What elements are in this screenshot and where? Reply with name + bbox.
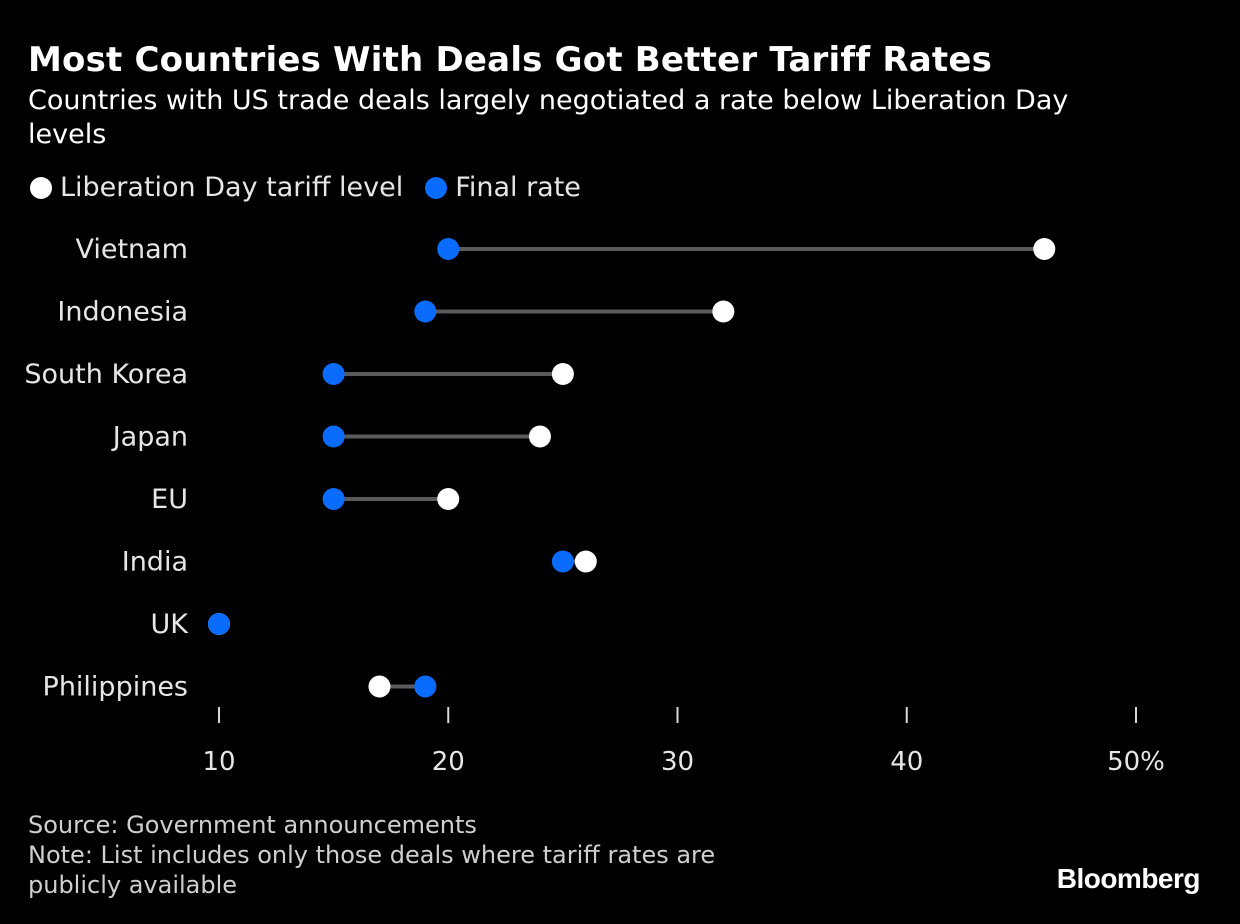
dot-plot-chart: Vietnam Indonesia South Korea Japan EU India U…: [24, 234, 1165, 777]
liberation-dot-vietnam: [1033, 238, 1056, 260]
source-note: Source: Government announcements: [28, 811, 477, 839]
liberation-dot-india: [574, 550, 597, 573]
liberation-dot-south-korea: [551, 363, 574, 385]
legend-item-liberation: Liberation Day tariff level: [30, 172, 403, 203]
liberation-dot-indonesia: [712, 300, 735, 323]
row-label-india: India: [122, 547, 188, 578]
row-label-vietnam: Vietnam: [75, 234, 188, 265]
liberation-dot-philippines: [368, 675, 391, 698]
liberation-dot-eu: [437, 488, 460, 510]
x-tick-label-10: 10: [202, 747, 235, 777]
final-dot-indonesia: [414, 300, 437, 323]
x-tick-label-40: 40: [890, 747, 923, 777]
row-label-philippines: Philippines: [43, 672, 188, 703]
x-tick-label-30: 30: [661, 747, 694, 777]
row-label-japan: Japan: [111, 422, 188, 453]
row-label-eu: EU: [151, 484, 188, 515]
x-tick-label-50: 50%: [1107, 747, 1165, 777]
final-dot-india: [551, 550, 574, 573]
final-dot-south-korea: [322, 363, 345, 385]
legend-item-final: Final rate: [425, 172, 581, 203]
chart-title: Most Countries With Deals Got Better Tar…: [28, 40, 993, 80]
chart-subtitle: Countries with US trade deals largely ne…: [28, 85, 1069, 150]
legend: Liberation Day tariff level Final rate: [30, 172, 603, 203]
bloomberg-logo: Bloomberg: [1056, 863, 1201, 894]
final-dot-vietnam: [437, 238, 460, 260]
final-dot-uk: [208, 613, 230, 635]
footnote: Note: List includes only those deals whe…: [28, 841, 716, 899]
x-tick-label-20: 20: [432, 747, 465, 777]
liberation-dot-japan: [528, 425, 551, 448]
legend-dot-liberation: [30, 176, 52, 199]
legend-label-liberation: Liberation Day tariff level: [60, 172, 404, 203]
row-label-indonesia: Indonesia: [57, 297, 188, 328]
row-label-south-korea: South Korea: [24, 359, 188, 390]
final-dot-philippines: [414, 675, 437, 698]
legend-label-final: Final rate: [455, 172, 581, 203]
final-dot-eu: [322, 488, 345, 510]
legend-dot-final: [425, 176, 448, 199]
footer: Source: Government announcements Note: L…: [28, 810, 828, 900]
row-label-uk: UK: [151, 609, 190, 640]
final-dot-japan: [322, 425, 345, 448]
